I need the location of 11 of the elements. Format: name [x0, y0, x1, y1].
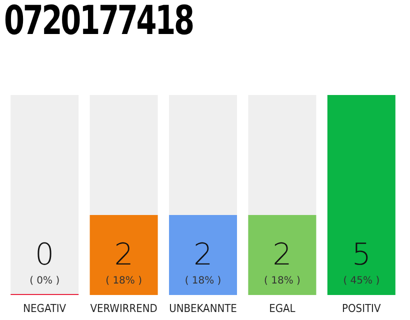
x-tick-label: UNBEKANNTE	[169, 302, 237, 315]
data-label: 2 ( 18% )	[106, 238, 142, 286]
x-tick-label: NEGATIV	[23, 302, 66, 315]
chart-title: 0720177418	[4, 0, 193, 44]
data-label: 2 ( 18% )	[264, 238, 300, 286]
x-tick-label: VERWIRREND	[90, 302, 158, 315]
data-label: 0 ( 0% )	[30, 238, 60, 286]
data-label: 2 ( 18% )	[184, 238, 222, 286]
x-tick-label: EGAL	[269, 302, 296, 315]
data-label: 5 ( 45% )	[343, 238, 380, 286]
x-tick-label: POSITIV	[342, 302, 381, 315]
